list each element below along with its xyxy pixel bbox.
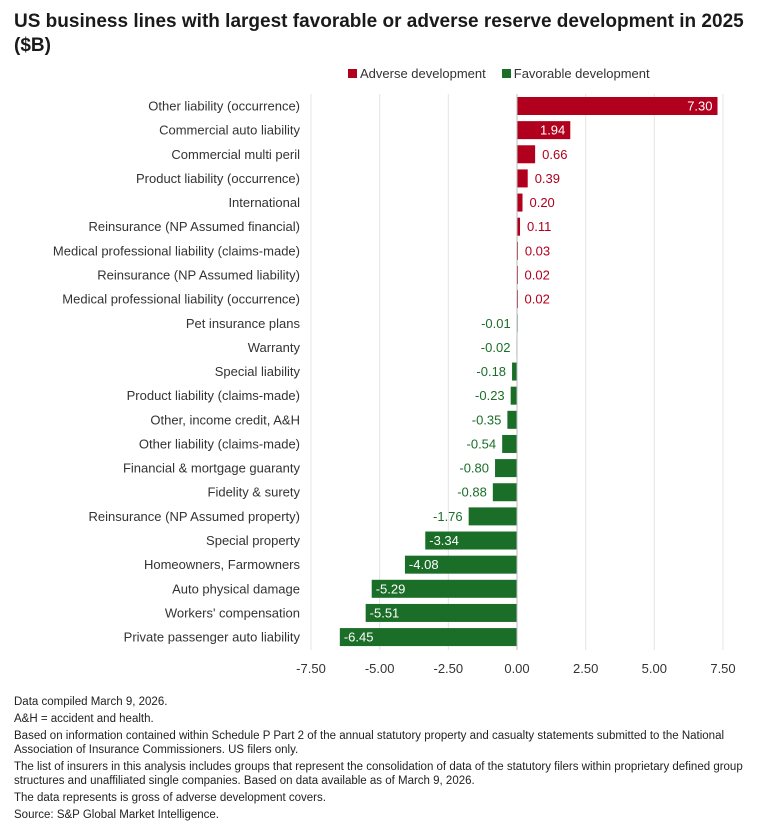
data-label: 0.02 xyxy=(525,267,550,282)
data-label: -1.76 xyxy=(433,509,463,524)
bar xyxy=(404,555,517,574)
x-tick-label: 2.50 xyxy=(573,661,598,676)
x-tick-label: 0.00 xyxy=(504,661,529,676)
bar xyxy=(517,169,528,188)
category-label: Special property xyxy=(206,533,300,548)
category-label: Pet insurance plans xyxy=(186,316,301,331)
bar xyxy=(512,362,517,381)
category-label: Fidelity & surety xyxy=(208,485,301,500)
category-label: Private passenger auto liability xyxy=(124,630,301,645)
data-label: -0.35 xyxy=(472,412,502,427)
bar xyxy=(517,121,571,140)
category-label: Commercial multi peril xyxy=(171,147,300,162)
legend-label: Favorable development xyxy=(513,66,650,81)
data-label: 0.66 xyxy=(542,147,567,162)
data-label: 0.39 xyxy=(535,171,560,186)
category-label: Product liability (claims-made) xyxy=(127,388,300,403)
data-label: 0.03 xyxy=(525,243,550,258)
data-label: -0.02 xyxy=(481,340,511,355)
data-label: -0.23 xyxy=(475,388,505,403)
x-tick-label: -5.00 xyxy=(365,661,395,676)
legend-item-adverse: Adverse development xyxy=(348,66,486,81)
category-label: Medical professional liability (occurren… xyxy=(62,292,300,307)
category-label: Homeowners, Farmowners xyxy=(144,557,301,572)
x-tick-label: -7.50 xyxy=(296,661,326,676)
legend: Adverse development Favorable developmen… xyxy=(348,66,650,81)
category-label: Reinsurance (NP Assumed property) xyxy=(89,509,300,524)
bar xyxy=(517,217,521,236)
category-label: Other, income credit, A&H xyxy=(150,412,300,427)
category-label: Medical professional liability (claims-m… xyxy=(53,243,300,258)
category-label: Reinsurance (NP Assumed financial) xyxy=(89,219,300,234)
bar xyxy=(510,386,517,405)
data-label: 1.94 xyxy=(540,123,565,138)
data-label: -5.29 xyxy=(376,581,406,596)
bar xyxy=(492,483,517,502)
x-tick-label: 5.00 xyxy=(642,661,667,676)
bar xyxy=(468,507,517,526)
category-label: Warranty xyxy=(248,340,301,355)
category-label: Product liability (occurrence) xyxy=(136,171,300,186)
data-label: -0.88 xyxy=(457,485,487,500)
bar xyxy=(517,193,523,212)
bar xyxy=(502,434,517,453)
bar xyxy=(507,410,517,429)
legend-item-favorable: Favorable development xyxy=(501,66,650,81)
data-label: -0.01 xyxy=(481,316,511,331)
data-label: 0.02 xyxy=(525,292,550,307)
data-label: 0.11 xyxy=(527,219,551,234)
legend-label: Adverse development xyxy=(360,66,486,81)
legend-swatch-adverse xyxy=(348,69,357,78)
category-label: Auto physical damage xyxy=(172,581,300,596)
note: The list of insurers in this analysis in… xyxy=(14,761,743,787)
category-label: International xyxy=(228,195,300,210)
bar xyxy=(517,145,536,164)
category-label: Workers' compensation xyxy=(165,605,300,620)
data-label: -4.08 xyxy=(409,557,439,572)
category-label: Other liability (occurrence) xyxy=(148,99,300,114)
note: Data compiled March 9, 2026. xyxy=(14,696,168,708)
data-label: 0.20 xyxy=(529,195,554,210)
category-label: Special liability xyxy=(215,364,301,379)
note: Based on information contained within Sc… xyxy=(14,730,725,756)
bar xyxy=(495,459,517,478)
category-label: Other liability (claims-made) xyxy=(139,436,300,451)
bar xyxy=(517,97,718,115)
category-label: Commercial auto liability xyxy=(159,123,300,138)
bar-chart: -7.50 -5.00 -2.50 0.00 2.50 5.00 7.50 Other lia… xyxy=(53,94,736,676)
legend-swatch-favorable xyxy=(501,69,511,78)
footnotes: Data compiled March 9, 2026. A&H = accid… xyxy=(14,695,774,825)
x-tick-label: -2.50 xyxy=(434,661,464,676)
bar xyxy=(425,531,517,550)
bar xyxy=(339,628,517,647)
x-tick-label: 7.50 xyxy=(710,661,735,676)
data-label: -0.80 xyxy=(459,461,489,476)
category-label: Reinsurance (NP Assumed liability) xyxy=(97,267,300,282)
category-label: Financial & mortgage guaranty xyxy=(123,461,301,476)
note: A&H = accident and health. xyxy=(14,713,154,725)
data-label: -6.45 xyxy=(344,630,374,645)
bar xyxy=(371,579,517,598)
note: The data represents is gross of adverse … xyxy=(14,792,326,804)
data-label: -0.18 xyxy=(476,364,506,379)
note: Source: S&P Global Market Intelligence. xyxy=(14,809,219,821)
data-label: -3.34 xyxy=(429,533,459,548)
chart-title: US business lines with largest favorable… xyxy=(14,11,744,56)
data-label: 7.30 xyxy=(687,99,712,114)
bar xyxy=(365,603,517,622)
data-label: -5.51 xyxy=(370,605,400,620)
data-label: -0.54 xyxy=(467,436,497,451)
